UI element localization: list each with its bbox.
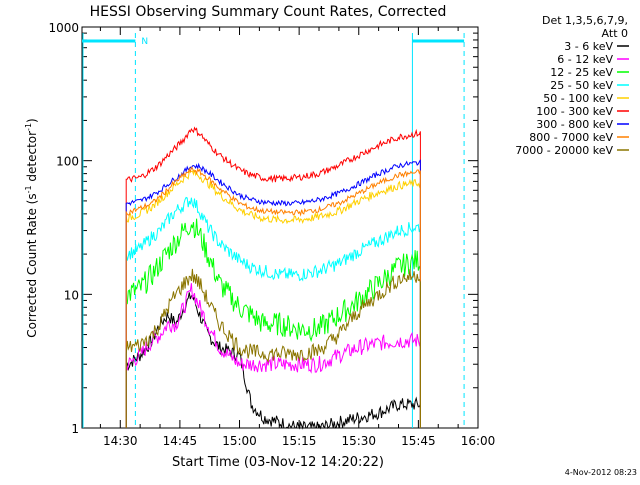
legend-header-line1: Det 1,3,5,6,7,9, — [542, 14, 628, 27]
legend-label: 50 - 100 keV — [543, 92, 613, 105]
series-group — [125, 126, 421, 428]
series-line — [125, 166, 421, 428]
footer-timestamp: 4-Nov-2012 08:23 — [565, 468, 637, 477]
x-tick-label: 14:30 — [103, 434, 138, 448]
x-axis-label: Start Time (03-Nov-12 14:20:22) — [172, 455, 384, 470]
y-tick-label: 10 — [64, 288, 79, 302]
plot-area-frame — [81, 26, 479, 429]
series-line — [125, 159, 421, 428]
series-line — [125, 126, 421, 428]
legend-label: 800 - 7000 keV — [529, 131, 613, 144]
series-line — [125, 268, 421, 428]
legend-label: 6 - 12 keV — [557, 53, 613, 66]
legend-label: 100 - 300 keV — [536, 105, 613, 118]
series-group — [125, 159, 421, 428]
x-tick-labels: 14:30 14:45 15:00 15:15 15:30 15:45 16:00 — [103, 434, 495, 448]
legend-label: 12 - 25 keV — [550, 66, 613, 79]
x-tick-label: 15:30 — [341, 434, 376, 448]
series-line — [125, 196, 421, 428]
series-line — [125, 218, 421, 428]
series-group — [125, 196, 421, 428]
legend-label: 300 - 800 keV — [536, 118, 613, 131]
series-line — [125, 292, 421, 430]
series-line — [125, 169, 421, 428]
legend-label: 25 - 50 keV — [550, 79, 613, 92]
series-group — [125, 292, 421, 430]
legend-label: 3 - 6 keV — [564, 40, 613, 53]
y-tick-labels: 1 10 100 1000 — [48, 21, 79, 436]
x-tick-label: 15:00 — [222, 434, 257, 448]
series-group — [125, 218, 421, 428]
att-state-label: N — [141, 37, 148, 47]
series-group — [125, 268, 421, 428]
series-group — [125, 169, 421, 428]
series-group — [125, 166, 421, 428]
legend-header-line2: Att 0 — [602, 27, 628, 40]
x-tick-label: 16:00 — [461, 434, 496, 448]
y-tick-label: 1000 — [48, 21, 79, 35]
y-tick-label: 100 — [56, 155, 79, 169]
attenuator-markers: N — [82, 33, 465, 428]
y-tick-label: 1 — [71, 422, 79, 436]
x-tick-label: 14:45 — [163, 434, 198, 448]
series-layer — [125, 126, 421, 430]
legend-label: 7000 - 20000 keV — [515, 144, 613, 157]
x-tick-label: 15:15 — [282, 434, 317, 448]
x-tick-label: 15:45 — [401, 434, 436, 448]
chart-title: HESSI Observing Summary Count Rates, Cor… — [90, 4, 447, 20]
y-axis-label: Corrected Count Rate (s-1 detector-1) — [24, 118, 39, 337]
